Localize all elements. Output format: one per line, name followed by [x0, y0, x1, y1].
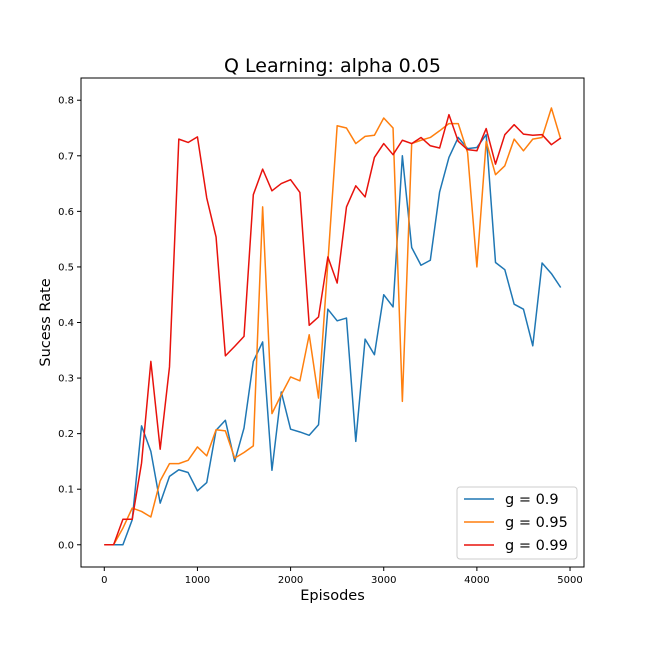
x-tick-label: 4000 [464, 575, 489, 586]
legend-label-2: g = 0.95 [505, 515, 568, 531]
x-tick-label: 2000 [278, 575, 303, 586]
x-tick-label: 1000 [185, 575, 210, 586]
x-tick-label: 0 [101, 575, 107, 586]
y-tick-label: 0.7 [58, 151, 74, 162]
legend-label-3: g = 0.99 [505, 538, 568, 554]
y-tick-label: 0.1 [58, 485, 74, 496]
y-tick-label: 0.8 [58, 96, 74, 107]
series-line-1 [104, 133, 562, 546]
series-layer [104, 107, 562, 546]
ticks-layer: 0 1000 2000 3000 4000 5000 0.0 0.1 0.2 0.3 0.4 0.5 0… [58, 96, 583, 586]
chart-title: Q Learning: alpha 0.05 [224, 55, 441, 77]
plot-frame [80, 77, 585, 568]
series-line-3 [104, 113, 562, 546]
legend-label-1: g = 0.9 [505, 492, 559, 508]
y-tick-label: 0.4 [58, 318, 74, 329]
y-tick-label: 0.0 [58, 540, 74, 551]
y-tick-label: 0.6 [58, 207, 74, 218]
y-tick-label: 0.2 [58, 429, 74, 440]
y-axis-label: Sucess Rate [38, 278, 54, 366]
legend: g = 0.9 g = 0.95 g = 0.99 [456, 486, 578, 560]
y-tick-label: 0.5 [58, 262, 74, 273]
x-tick-label: 3000 [371, 575, 396, 586]
series-line-2 [104, 107, 562, 546]
y-tick-label: 0.3 [58, 374, 74, 385]
x-axis-label: Episodes [300, 588, 365, 604]
legend-box [456, 486, 578, 560]
x-tick-label: 5000 [557, 575, 582, 586]
